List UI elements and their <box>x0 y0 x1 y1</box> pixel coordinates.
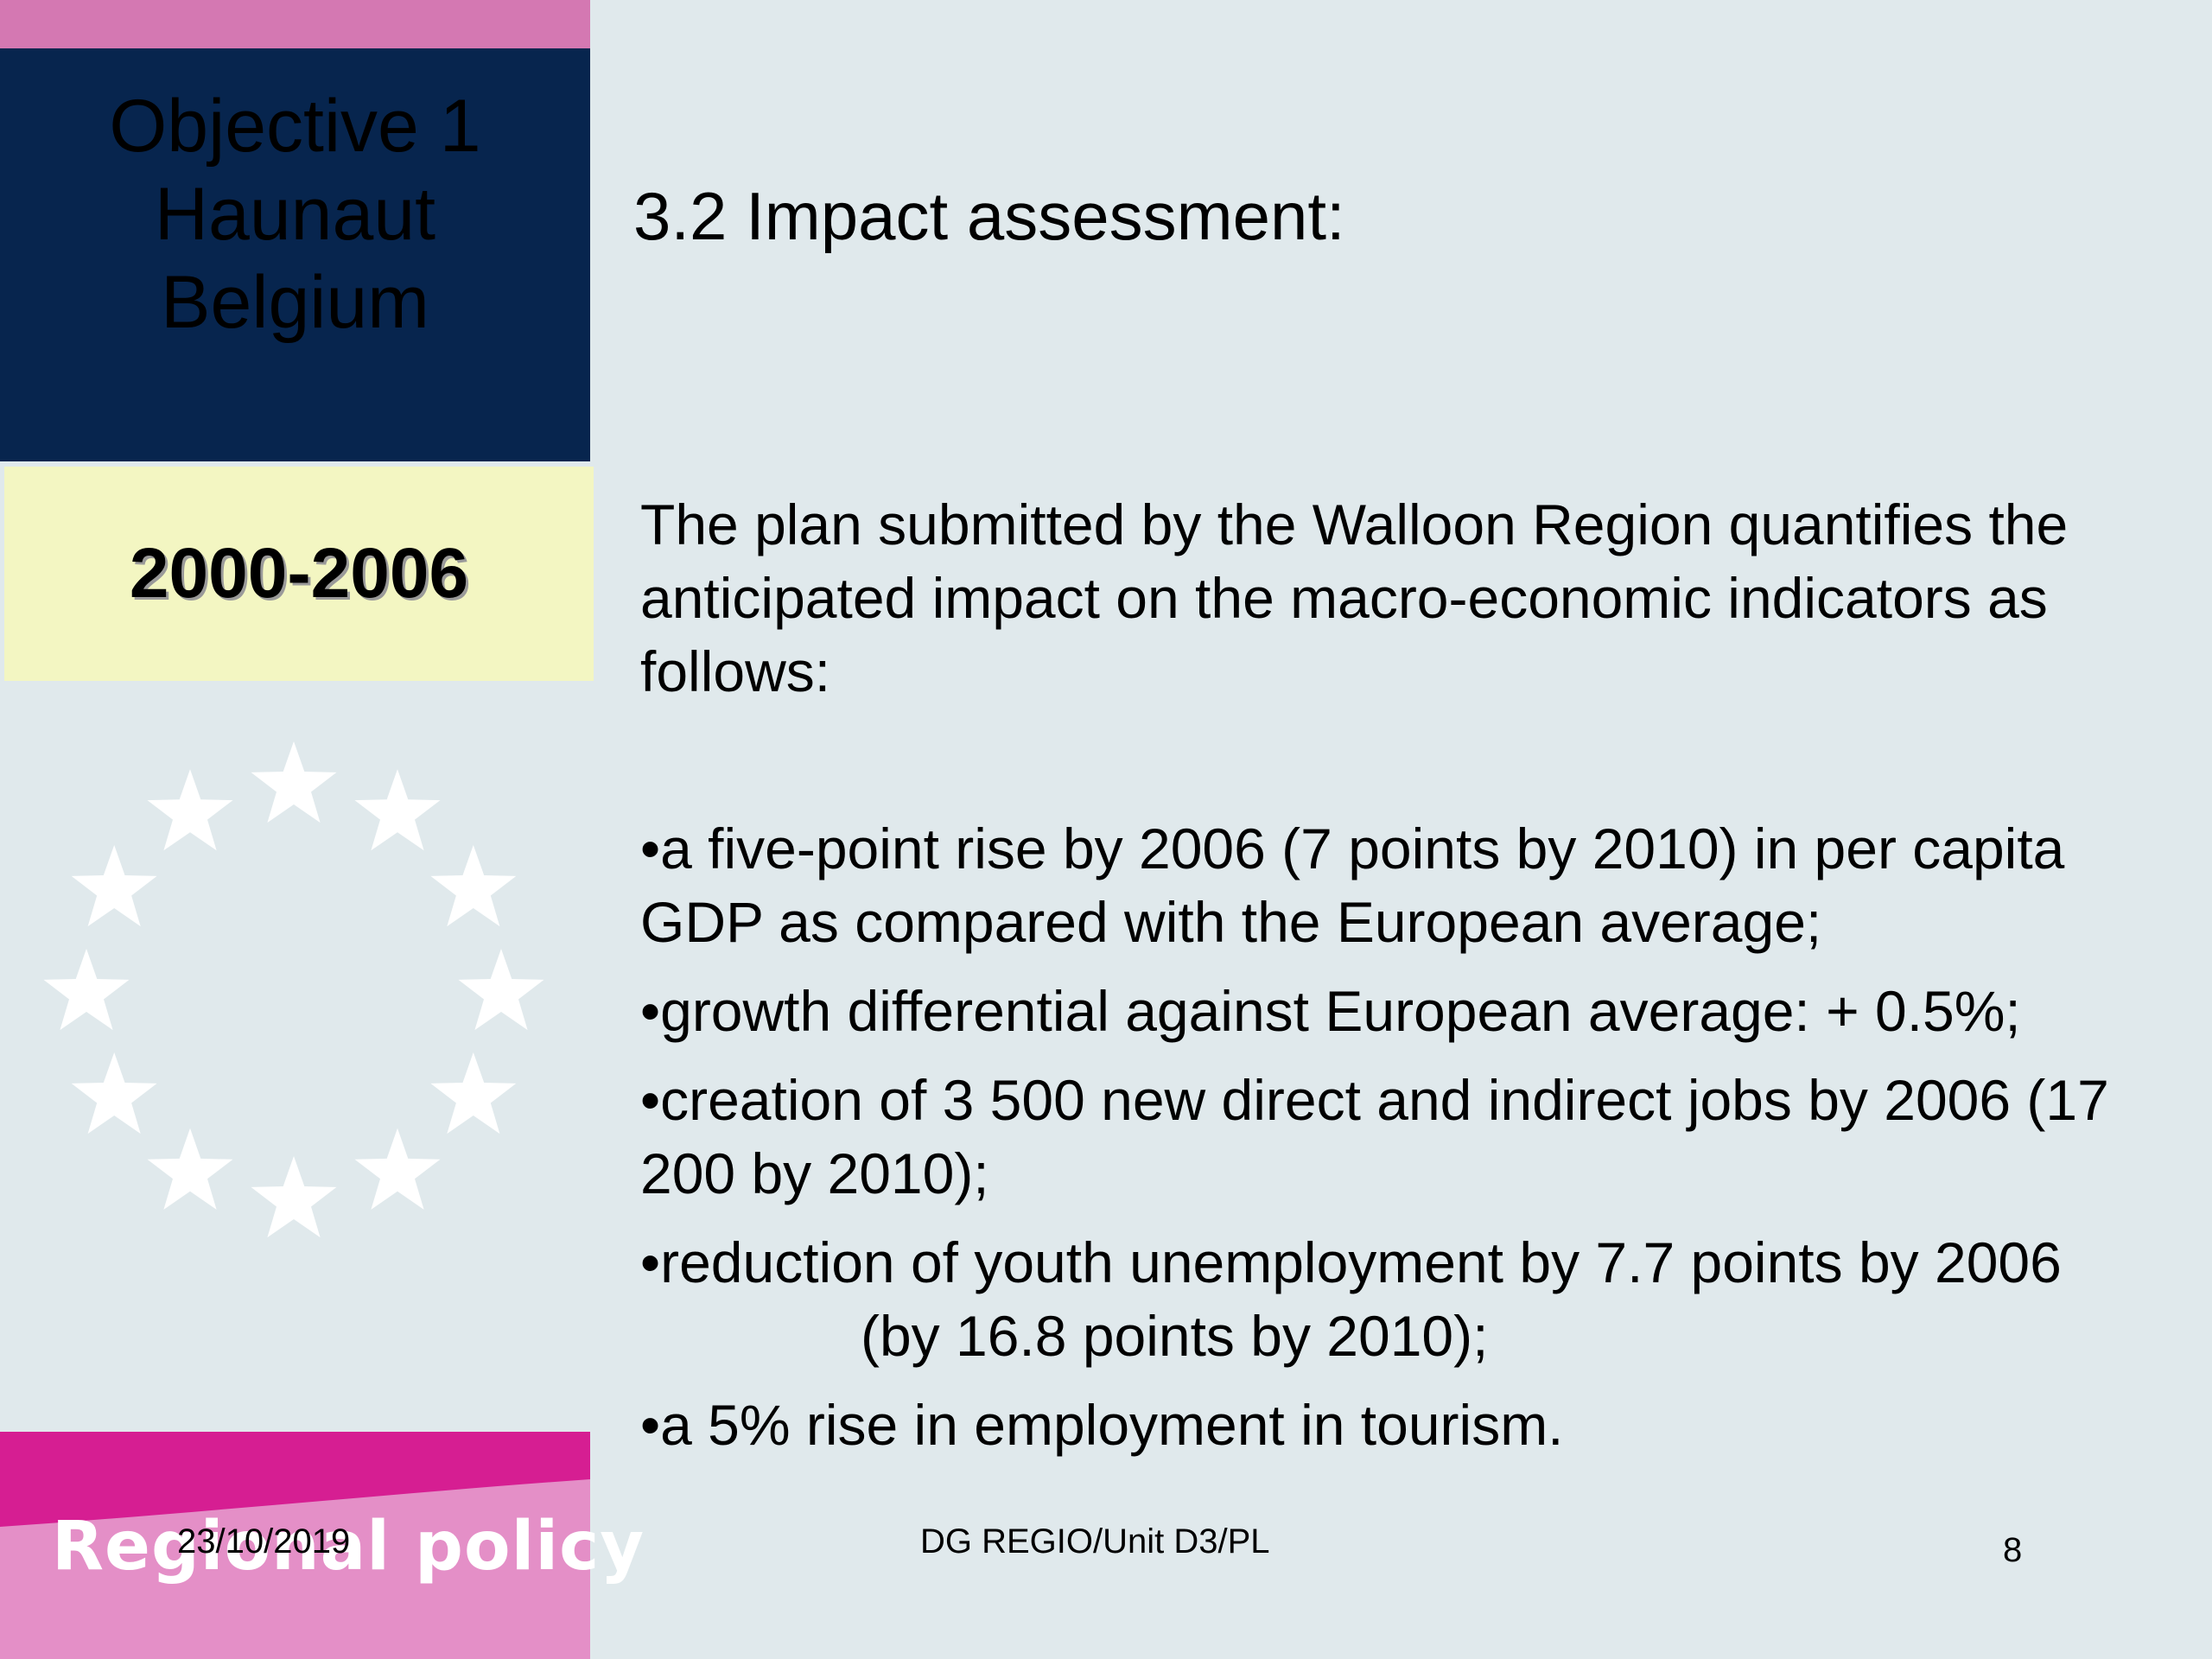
eu-stars-circle-icon <box>43 741 544 1238</box>
star-icon <box>354 769 441 851</box>
star-icon <box>147 1128 233 1210</box>
top-accent-strip <box>0 0 590 48</box>
bullet-line: •reduction of youth unemployment by 7.7 … <box>640 1230 2062 1294</box>
star-icon <box>147 769 233 851</box>
slide-content: The plan submitted by the Walloon Region… <box>640 488 2187 1462</box>
star-icon <box>43 949 130 1031</box>
regional-policy-logo: Regional policy <box>52 1508 645 1586</box>
star-icon <box>251 1156 337 1238</box>
intro-paragraph: The plan submitted by the Walloon Region… <box>640 493 2069 703</box>
footer-band <box>0 1432 590 1659</box>
title-box <box>0 48 590 461</box>
star-icon <box>458 949 544 1031</box>
bullet-continuation: (by 16.8 points by 2010); <box>861 1304 1489 1368</box>
sidebar-title: Objective 1 Haunaut Belgium <box>0 82 590 346</box>
star-icon <box>430 1052 517 1135</box>
slide-heading: 3.2 Impact assessment: <box>633 178 1345 254</box>
sidebar-title-line: Belgium <box>161 261 429 344</box>
star-icon <box>251 741 337 823</box>
bullet-item: •creation of 3 500 new direct and indire… <box>640 1068 2109 1205</box>
bullet-item: •reduction of youth unemployment by 7.7 … <box>640 1226 2187 1373</box>
sidebar-title-line: Objective 1 <box>109 85 481 168</box>
footer-wave-shape <box>0 1479 590 1659</box>
period-label: 2000-2006 <box>129 534 469 613</box>
star-icon <box>71 1052 157 1135</box>
bullet-item: •a five-point rise by 2006 (7 points by … <box>640 817 2065 954</box>
star-icon <box>430 845 517 927</box>
footer-source: DG REGIO/Unit D3/PL <box>920 1522 1270 1560</box>
star-icon <box>354 1128 441 1210</box>
bullet-item: •a 5% rise in employment in tourism. <box>640 1393 1564 1457</box>
period-box: 2000-2006 <box>4 467 594 681</box>
sidebar-title-line: Haunaut <box>154 173 436 256</box>
bullet-item: •growth differential against European av… <box>640 979 2021 1043</box>
star-icon <box>71 845 157 927</box>
footer-date: 23/10/2019 <box>177 1522 351 1560</box>
page-number: 8 <box>2003 1531 2023 1569</box>
